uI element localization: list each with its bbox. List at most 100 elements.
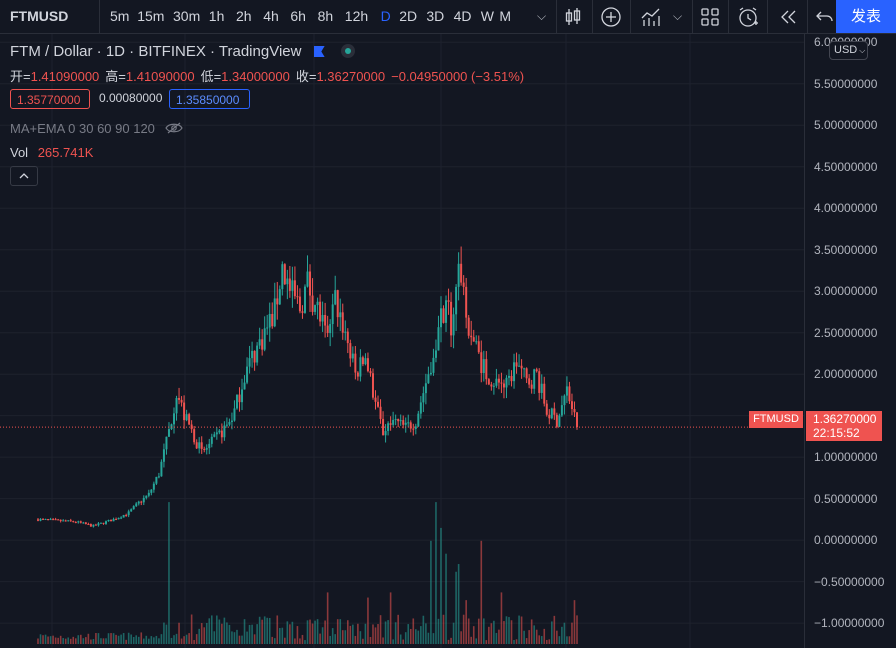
candle-body [324,314,327,326]
interval-2h[interactable]: 2h [236,8,252,24]
flag-icon[interactable] [313,46,325,57]
chevron-down-icon[interactable]: ⌵ [537,9,547,23]
interval-D[interactable]: D [380,8,391,24]
bid-price-box[interactable]: 1.35770000 [10,89,90,109]
interval-6h[interactable]: 6h [290,8,306,24]
price-chart[interactable] [0,34,804,648]
last-price-value: 1.36270000 [813,412,877,426]
symbol-search-button[interactable]: FTMUSD [10,8,69,24]
volume-bar [377,624,379,644]
volume-bar [344,630,347,644]
candle-body [84,522,87,525]
candle-body [309,271,312,296]
interval-3D[interactable]: 3D [426,8,445,24]
volume-bar [208,618,211,644]
volume-bar [543,628,546,644]
candle-body [145,495,148,498]
candle-body [218,430,221,433]
candle-body [377,401,380,407]
alert-clock-icon[interactable] [735,4,761,30]
toolbar-divider [592,0,593,33]
candle-body [210,436,213,444]
volume-bar [515,639,518,644]
candle-body [492,385,495,387]
layout-grid-icon[interactable] [697,4,723,30]
candle-body [394,418,397,420]
price-change: −0.04950000 (−3.51%) [391,69,525,84]
ohlc-values: 开=1.41090000 高=1.41090000 低=1.34000000 收=1.… [10,66,524,85]
eye-hidden-icon[interactable] [164,122,183,134]
candle-body [180,399,183,403]
candle-body [336,290,339,318]
candle-body [371,373,374,398]
volume-bar [551,621,553,644]
volume-bar [485,640,488,644]
indicators-icon[interactable] [638,4,664,30]
candle-body [175,398,178,414]
volume-bar [321,627,324,644]
volume-bar [210,615,213,644]
currency-selector[interactable]: USD ⌵ [829,41,868,60]
market-status-icon[interactable] [340,44,355,58]
volume-bar [125,639,127,644]
ma-ema-indicator[interactable]: MA+EMA 0 30 60 90 120 [10,121,183,136]
interval-8h[interactable]: 8h [317,8,334,24]
collapse-legend-button[interactable] [10,166,38,186]
candle-body [278,289,281,305]
candle-body [429,372,432,375]
interval-4D[interactable]: 4D [453,8,472,24]
undo-icon[interactable] [811,4,837,30]
candle-body [530,384,533,389]
volume-bar [52,635,54,644]
volume-bar [339,619,342,644]
candle-body [112,519,115,522]
volume-bar [54,637,57,644]
replay-icon[interactable] [775,4,801,30]
candle-style-icon[interactable] [560,4,586,30]
candle-body [319,301,322,322]
interval-4h[interactable]: 4h [263,8,279,24]
volume-value: 265.741K [37,145,94,160]
volume-bar [530,619,533,644]
volume-bar [216,615,218,644]
chevron-down-icon[interactable]: ⌵ [673,9,683,23]
candle-body [150,489,153,493]
candle-body [460,263,463,283]
add-indicator-icon[interactable] [598,4,624,30]
volume-bar [399,634,402,644]
volume-bar [158,638,160,644]
volume-bar [221,623,223,644]
interval-30m[interactable]: 30m [173,8,201,24]
volume-bar [488,626,490,644]
volume-bar [382,637,384,644]
candle-body [122,514,125,518]
ask-price-box[interactable]: 1.35850000 [169,89,250,109]
candle-body [105,521,108,524]
publish-button[interactable]: 发表 [836,0,896,33]
interval-1h[interactable]: 1h [208,8,225,24]
ohlc-label: 高= [105,69,126,84]
volume-bar [440,527,442,644]
candle-body [195,442,198,449]
volume-bar [90,639,92,644]
volume-bar [142,638,145,644]
interval-15m[interactable]: 15m [137,8,165,24]
candle-body [120,517,123,519]
interval-2D[interactable]: 2D [399,8,418,24]
interval-M[interactable]: M [499,8,512,24]
interval-12h[interactable]: 12h [344,8,369,24]
volume-bar [442,614,445,644]
candle-body [160,461,163,477]
candle-body [273,298,276,327]
indicator-label: MA+EMA 0 30 60 90 120 [10,121,155,136]
interval-5m[interactable]: 5m [110,8,130,24]
candle-body [82,522,85,524]
candle-body [482,359,485,374]
interval-W[interactable]: W [480,8,495,24]
volume-bar [427,632,430,644]
volume-legend[interactable]: Vol 265.741K [10,145,93,160]
volume-bar [568,636,571,644]
volume-bar [64,638,67,644]
price-axis[interactable]: 6.000000005.500000005.000000004.50000000… [804,34,896,648]
candle-body [450,301,453,336]
